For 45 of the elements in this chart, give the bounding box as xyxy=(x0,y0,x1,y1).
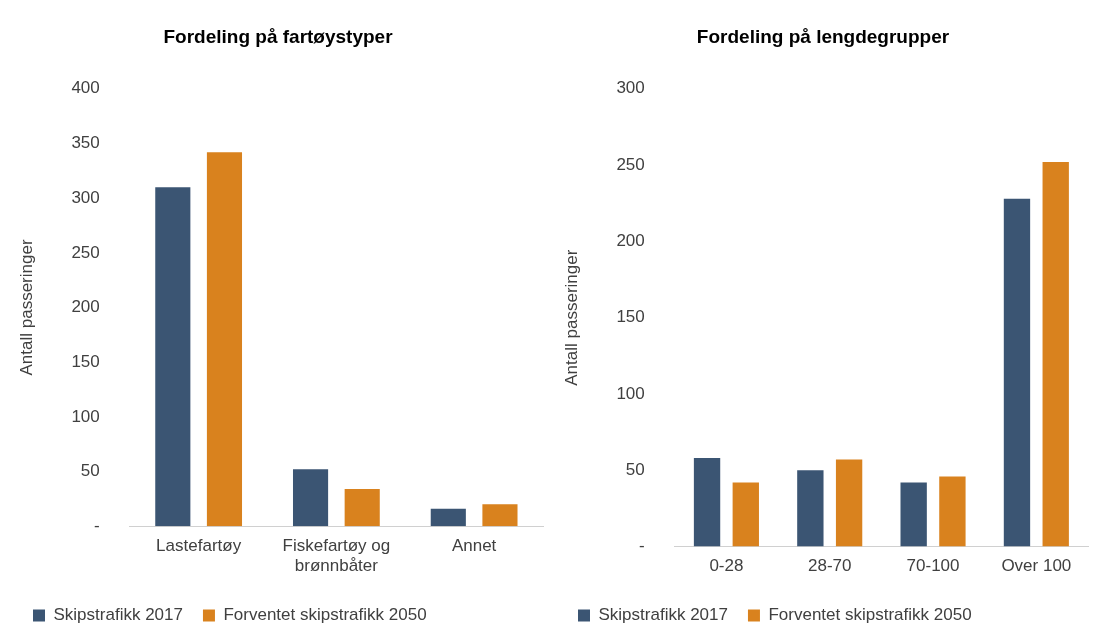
y-tick-label: 250 xyxy=(71,242,100,262)
chart-title: Fordeling på fartøystyper xyxy=(163,25,394,47)
legend-label: Skipstrafikk 2017 xyxy=(53,605,183,625)
y-tick-label: 150 xyxy=(616,307,645,327)
y-axis-title: Antall passeringer xyxy=(561,249,581,386)
x-tick-label: 70-100 xyxy=(906,556,960,576)
x-tick-label: Lastefartøy xyxy=(156,536,242,556)
x-tick-label: Fiskefartøy og brønnbåter xyxy=(282,536,391,576)
y-tick-label: 50 xyxy=(625,459,645,479)
y-tick-label: 200 xyxy=(616,231,645,251)
bar xyxy=(292,469,329,527)
y-tick-label: - xyxy=(94,515,100,535)
x-tick-label: Annet xyxy=(451,536,497,556)
bar xyxy=(939,476,966,547)
legend-label: Forventet skipstrafikk 2050 xyxy=(768,605,972,625)
bar xyxy=(155,187,191,527)
y-tick-label: 400 xyxy=(71,78,100,98)
bar xyxy=(732,482,759,547)
x-tick-label: 28-70 xyxy=(807,556,852,576)
bar xyxy=(693,458,721,547)
x-tick-label: Over 100 xyxy=(1001,556,1072,576)
y-axis-title: Antall passeringer xyxy=(16,239,36,376)
y-tick-label: 50 xyxy=(80,461,100,481)
bar xyxy=(900,482,927,547)
bar xyxy=(430,508,466,527)
y-tick-label: 350 xyxy=(71,133,100,153)
y-tick-label: 200 xyxy=(71,297,100,317)
bar xyxy=(1003,198,1031,547)
bar xyxy=(835,459,863,547)
legend-label: Forventet skipstrafikk 2050 xyxy=(223,605,427,625)
y-tick-label: 100 xyxy=(71,406,100,426)
bar xyxy=(482,504,518,527)
y-tick-label: 300 xyxy=(71,187,100,207)
x-tick-label: 0-28 xyxy=(709,556,744,576)
y-tick-label: 150 xyxy=(71,351,100,371)
chart-title: Fordeling på lengdegrupper xyxy=(696,25,950,47)
bar xyxy=(1042,162,1069,547)
bar xyxy=(797,470,824,547)
y-tick-label: 250 xyxy=(616,154,645,174)
bar xyxy=(344,489,380,527)
y-tick-label: 100 xyxy=(616,383,645,403)
y-tick-label: - xyxy=(639,536,645,556)
y-tick-label: 300 xyxy=(616,78,645,98)
bar xyxy=(206,152,243,527)
legend-label: Skipstrafikk 2017 xyxy=(598,605,728,625)
